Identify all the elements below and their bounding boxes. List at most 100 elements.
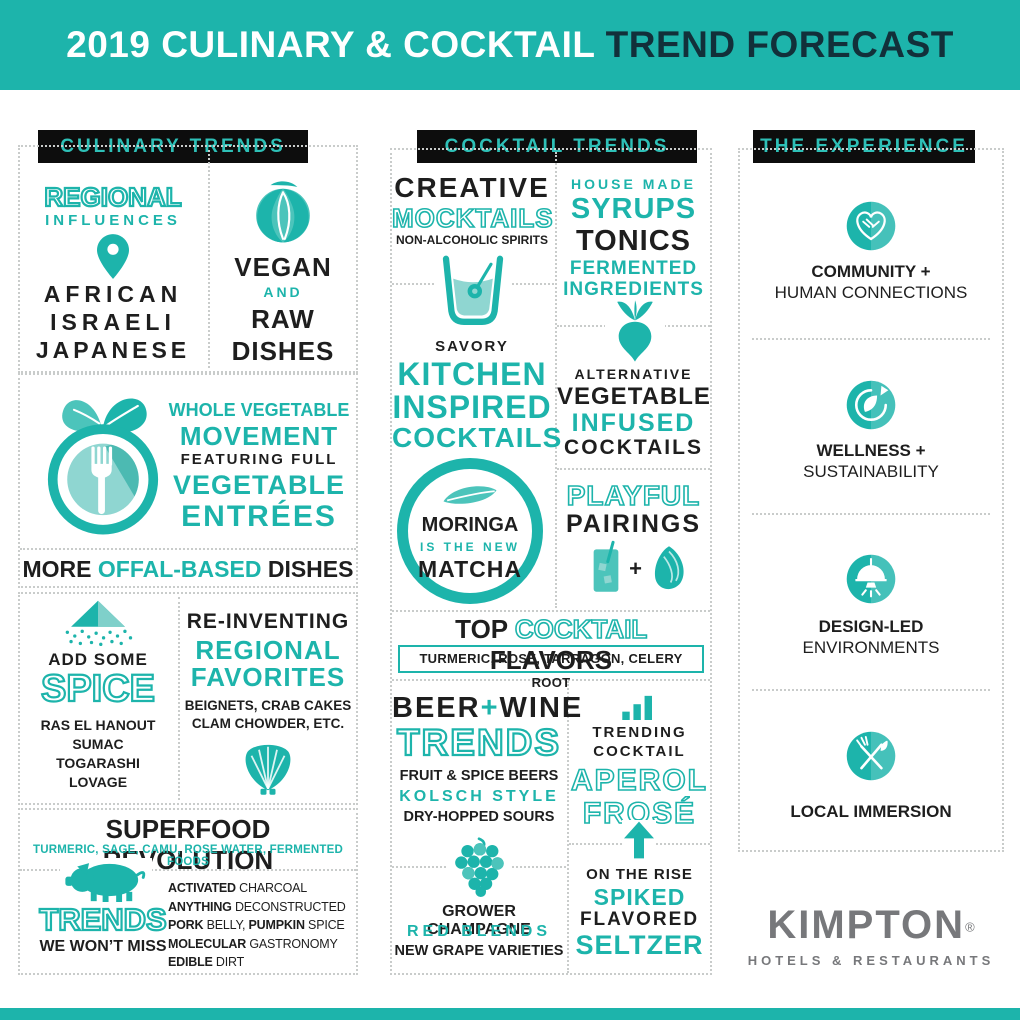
item-bold: ANYTHING xyxy=(168,899,232,914)
house-made-label: HOUSE MADE xyxy=(571,176,696,192)
item-rest: CHARCOAL xyxy=(235,881,308,895)
seltzer-line: SELTZER xyxy=(575,930,704,960)
regional-subtitle: INFLUENCES xyxy=(45,212,181,229)
arrow-up-icon xyxy=(622,820,656,860)
pairing-icons: + xyxy=(567,540,712,598)
savory-label: SAVORY xyxy=(435,338,509,355)
registered-mark: ® xyxy=(965,919,975,935)
favorites-example2: CLAM CHOWDER, ETC. xyxy=(191,716,345,731)
pig-icon xyxy=(60,858,152,902)
local-crossed-cutlery-icon xyxy=(845,730,897,787)
trending-label: TRENDING xyxy=(592,724,687,741)
whole-veg-line1: WHOLE VEGETABLE xyxy=(168,400,350,420)
superfood-subtitle: TURMERIC, SAGE, CAMU, ROSE WATER, FERMEN… xyxy=(33,844,343,868)
moringa-badge: MORINGA IS THE NEW MATCHA xyxy=(397,458,543,604)
favorites-example1: BEIGNETS, CRAB CAKES xyxy=(184,698,352,713)
vegan-and: AND xyxy=(263,284,303,300)
item-rest: DECONSTRUCTED xyxy=(231,899,346,914)
divider xyxy=(752,338,990,340)
experience-item-title: WELLNESS + xyxy=(816,441,926,460)
bottom-accent-strip xyxy=(0,1008,1020,1020)
kimpton-logo: KIMPTON® xyxy=(738,903,1004,948)
mocktails-title: MOCKTAILS xyxy=(391,202,554,234)
spice-pile-icon xyxy=(56,597,140,654)
syrups-title: SYRUPS xyxy=(570,193,697,225)
divider xyxy=(555,152,557,608)
orange-fork-icon xyxy=(45,382,161,547)
item-bold: MOLECULAR xyxy=(168,936,247,951)
non-alcoholic-label: NON-ALCOHOLIC SPIRITS xyxy=(396,233,548,247)
whole-veg-line3: FEATURING FULL xyxy=(180,451,338,468)
regional-favorites-line2: FAVORITES xyxy=(190,662,346,692)
list-item: MOLECULAR GASTRONOMY xyxy=(168,935,356,954)
spice-item: LOVAGE xyxy=(68,774,128,790)
list-item: ANYTHING DECONSTRUCTED xyxy=(168,898,356,917)
community-heart-handshake-icon xyxy=(845,200,897,257)
pairings-title: PAIRINGS xyxy=(566,510,701,538)
offal-part1: MORE xyxy=(22,556,98,582)
wine-part: WINE xyxy=(499,692,584,724)
plus-sign: + xyxy=(629,556,642,581)
banner-title-dark: TREND FORECAST xyxy=(605,24,954,65)
moringa-line3: MATCHA xyxy=(418,556,522,582)
scallop-shell-icon xyxy=(238,736,298,803)
cocktail-trends-header: COCKTAIL TRENDS xyxy=(417,130,697,163)
cocktails-line: COCKTAILS xyxy=(392,422,563,453)
experience-item-subtitle: SUSTAINABILITY xyxy=(803,462,939,481)
item-bold: ACTIVATED xyxy=(168,881,236,895)
on-the-rise-label: ON THE RISE xyxy=(586,866,693,883)
list-item: PORK BELLY, PUMPKIN SPICE xyxy=(168,916,356,935)
tonics-title: TONICS xyxy=(575,225,692,257)
spice-items: RAS EL HANOUT SUMAC TOGARASHI LOVAGE xyxy=(23,716,173,792)
item-rest: SPICE xyxy=(304,918,345,933)
moringa-line1: MORINGA xyxy=(421,514,519,536)
wellness-leaf-recycle-icon xyxy=(845,379,897,436)
culinary-box-whole-vegetable xyxy=(18,373,358,588)
infused-line: INFUSED xyxy=(571,409,696,437)
divider xyxy=(392,679,710,681)
culinary-box-regional-vegan xyxy=(18,145,358,373)
moringa-line2: IS THE NEW xyxy=(419,540,520,554)
offal-part3: DISHES xyxy=(261,556,354,582)
divider xyxy=(392,610,710,612)
brand-name: KIMPTON xyxy=(767,903,966,947)
flavored-line: FLAVORED xyxy=(579,909,700,930)
vegan-line: VEGAN xyxy=(234,252,332,282)
dry-hopped-sours: DRY-HOPPED SOURS xyxy=(403,809,555,825)
experience-item-subtitle: HUMAN CONNECTIONS xyxy=(774,283,968,302)
trends-wont-miss-subtitle: WE WON’T MISS xyxy=(39,938,167,955)
culinary-box-spice-favorites xyxy=(18,592,358,805)
alternative-label: ALTERNATIVE xyxy=(574,366,693,382)
vegetable-line: VEGETABLE xyxy=(557,383,711,410)
grapes-icon xyxy=(448,836,510,898)
spice-item: TOGARASHI xyxy=(56,755,140,771)
spice-item: RAS EL HANOUT xyxy=(40,717,156,733)
whole-veg-line4: VEGETABLE xyxy=(172,470,345,500)
playful-title: PLAYFUL xyxy=(566,479,701,512)
moringa-leaf-icon xyxy=(408,481,532,512)
spice-item: SUMAC xyxy=(72,736,124,752)
flavors-part2: COCKTAIL xyxy=(514,613,648,645)
divider xyxy=(20,869,356,871)
regional-country: AFRICAN xyxy=(43,281,183,307)
item-bold: EDIBLE xyxy=(168,955,213,970)
culinary-box-superfood-trends xyxy=(18,808,358,975)
spice-title: SPICE xyxy=(40,667,156,711)
rocks-glass-olive-icon xyxy=(434,251,512,335)
offal-part2: OFFAL-BASED xyxy=(97,556,262,582)
reinventing-label: RE-INVENTING xyxy=(186,610,350,633)
red-blends: RED BLENDS xyxy=(406,923,551,940)
add-some-label: ADD SOME xyxy=(48,650,148,669)
experience-item-title: LOCAL IMMERSION xyxy=(790,802,952,821)
trends-wont-miss-title: TRENDS xyxy=(38,901,168,938)
trends-wont-miss-list: ACTIVATED CHARCOAL ANYTHING DECONSTRUCTE… xyxy=(168,879,356,972)
experience-item-title: DESIGN-LED xyxy=(818,617,924,636)
cocktails-line: COCKTAILS xyxy=(564,436,703,459)
fermented-line: FERMENTED xyxy=(569,258,698,279)
the-experience-header: THE EXPERIENCE xyxy=(753,130,975,163)
regional-title: REGIONAL xyxy=(43,181,182,213)
regional-country: ISRAELI xyxy=(50,309,176,335)
dishes-line: DISHES xyxy=(231,336,335,366)
top-cocktail-flavors-title: TOP COCKTAIL FLAVORS xyxy=(392,613,710,676)
